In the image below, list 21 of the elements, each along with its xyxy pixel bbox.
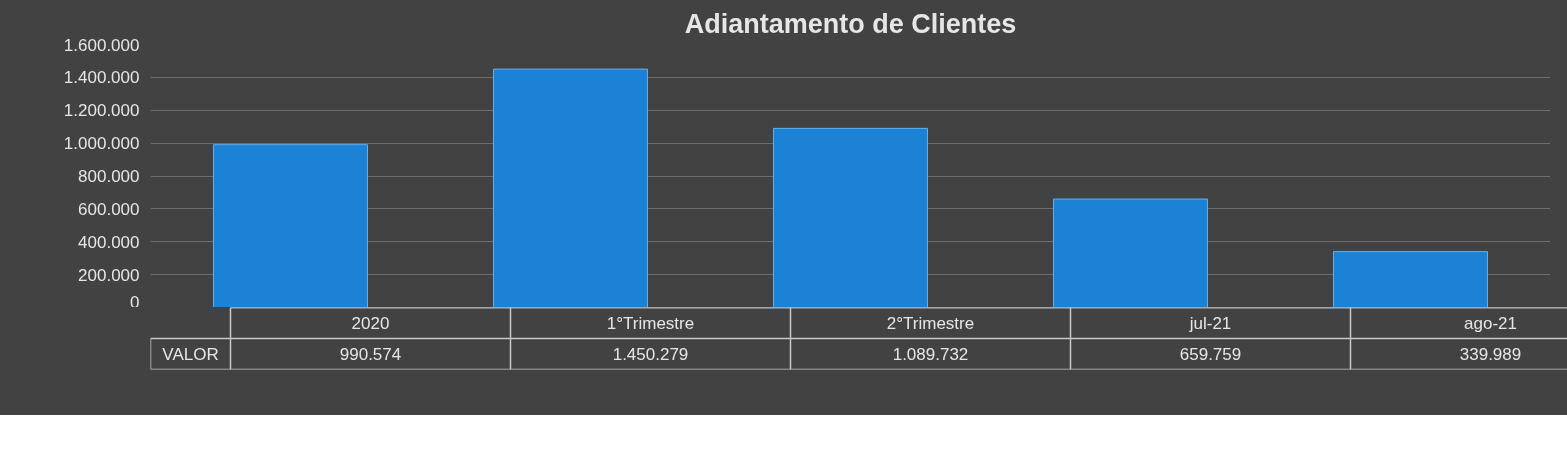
y-tick-label: 1.600.000 [63, 35, 140, 55]
y-tick-label: 800.000 [78, 167, 140, 186]
data-label: 1.089.732 [892, 345, 969, 364]
y-tick-label: 0 [130, 292, 140, 312]
y-tick-label: 400.000 [78, 232, 140, 252]
x-tick-label: 1°Trimestre [606, 313, 695, 333]
x-tick-label: jul-21 [1188, 313, 1232, 333]
text: VALOR [162, 344, 219, 364]
y-tick-label: 200.000 [78, 265, 140, 285]
x-tick-label: ago-21 [1464, 313, 1517, 333]
y-tick-label: 1.200.000 [63, 101, 140, 121]
data-label: 990.574 [339, 345, 402, 364]
data-label: 339.989 [1459, 345, 1522, 364]
x-tick-label: 2°Trimestre [886, 313, 975, 333]
x-tick-label: 2020 [351, 314, 390, 333]
chart-title: Adiantamento de Clientes [684, 8, 1017, 39]
y-tick-label: 1.000.000 [63, 134, 140, 154]
data-label: 659.759 [1179, 345, 1242, 364]
y-tick-label: 600.000 [78, 199, 140, 219]
y-tick-label: 1.400.000 [63, 68, 140, 88]
data-label: 1.450.279 [612, 345, 689, 364]
